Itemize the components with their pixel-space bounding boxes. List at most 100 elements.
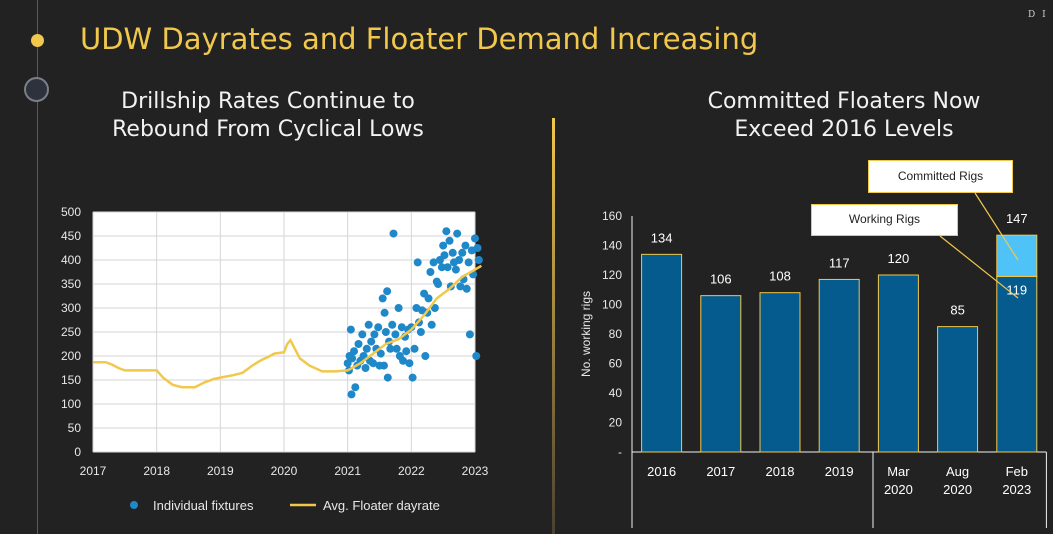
legend-fixtures-marker <box>130 501 138 509</box>
left-chart-subtitle: Drillship Rates Continue to Rebound From… <box>68 88 468 144</box>
working-rigs-callout: Working Rigs <box>811 204 958 236</box>
fixture-point <box>394 304 403 312</box>
fixture-point <box>370 330 379 339</box>
bar-category-label: 2016 <box>647 464 676 479</box>
working-rigs-bar <box>937 326 979 453</box>
y-tick-label: 350 <box>61 277 81 291</box>
bar-y-tick-label: 140 <box>602 239 622 253</box>
fixture-point <box>421 352 430 360</box>
fixture-point <box>461 241 470 250</box>
fixture-point <box>471 234 479 243</box>
fixture-point <box>439 241 448 250</box>
right-chart-subtitle: Committed Floaters Now Exceed 2016 Level… <box>644 88 1044 144</box>
right-subtitle-line1: Committed Floaters Now <box>707 89 981 114</box>
bar-y-axis-title: No. working rigs <box>579 291 593 377</box>
fixture-point <box>378 294 387 303</box>
fixture-point <box>472 352 481 360</box>
fixture-point <box>473 244 482 252</box>
fixture-point <box>416 328 425 336</box>
bar-value-label: 119 <box>1006 282 1027 297</box>
fixture-point <box>408 373 417 382</box>
fixture-point <box>347 390 356 399</box>
fixture-point <box>389 229 398 238</box>
fixture-point <box>391 330 400 339</box>
bar-category-label: Aug <box>946 464 969 479</box>
bar-value-label: 117 <box>829 255 850 270</box>
fixture-point <box>399 356 408 365</box>
y-tick-label: 50 <box>68 421 82 435</box>
bar-y-tick-label: 120 <box>602 268 622 282</box>
fixture-point <box>407 323 416 332</box>
bar-y-tick-label: 160 <box>602 209 622 223</box>
company-logo: D I <box>1028 10 1048 20</box>
x-tick-label: 2023 <box>462 464 489 478</box>
x-tick-label: 2019 <box>207 464 234 478</box>
working-rigs-bar <box>700 295 742 453</box>
fixture-point <box>388 320 397 329</box>
panel-divider <box>552 118 555 534</box>
y-tick-label: 100 <box>61 397 81 411</box>
y-tick-label: 400 <box>61 253 81 267</box>
fixture-point <box>413 258 422 267</box>
fixture-point <box>381 328 390 336</box>
bar-value-label: 108 <box>769 269 791 284</box>
fixture-point <box>361 364 370 372</box>
y-tick-label: 500 <box>61 205 81 219</box>
working-callout-connector <box>939 235 1019 299</box>
fixture-point <box>430 304 439 312</box>
bar-y-tick-label: 20 <box>609 416 623 430</box>
bar-category-label: 2020 <box>884 482 913 497</box>
fixture-point <box>427 320 436 329</box>
fixture-point <box>465 330 474 339</box>
x-tick-label: 2018 <box>143 464 170 478</box>
fixture-point <box>429 258 438 267</box>
bar-total-label: 147 <box>1006 211 1028 226</box>
fixture-point <box>367 337 376 346</box>
bar-value-label: 134 <box>651 230 673 245</box>
legend-fixtures-label: Individual fixtures <box>153 498 254 513</box>
bar-category-label: 2017 <box>706 464 735 479</box>
fixture-point <box>358 330 367 339</box>
fixture-point <box>379 361 388 370</box>
y-tick-label: 250 <box>61 325 81 339</box>
fixture-point <box>362 344 371 353</box>
committed-callout-connector <box>974 192 1019 261</box>
fixture-point <box>369 359 378 368</box>
fixture-point <box>440 251 449 260</box>
bar-category-label: 2018 <box>766 464 795 479</box>
y-tick-label: 450 <box>61 229 81 243</box>
fixture-point <box>354 340 363 348</box>
committed-rigs-bar <box>996 234 1038 277</box>
bar-category-label: Mar <box>887 464 910 479</box>
committed-rigs-callout: Committed Rigs <box>868 160 1013 193</box>
bar-y-tick-label: 60 <box>609 357 623 371</box>
fixture-point <box>374 323 383 332</box>
fixture-point <box>392 344 401 353</box>
left-subtitle-line2: Rebound From Cyclical Lows <box>112 117 424 142</box>
fixture-point <box>442 227 451 236</box>
fixture-point <box>474 256 483 264</box>
fixture-point <box>350 347 359 356</box>
bar-value-label: 120 <box>888 251 910 266</box>
right-subtitle-line2: Exceed 2016 Levels <box>734 117 954 142</box>
bar-value-label: 106 <box>710 272 732 287</box>
fixture-point <box>455 256 464 264</box>
fixture-point <box>346 325 355 334</box>
fixture-point <box>434 280 443 288</box>
left-subtitle-line1: Drillship Rates Continue to <box>121 89 415 114</box>
dayrate-scatter-chart: 0 50 100 150 200 250 300 350 400 450 500 2017 2018 20… <box>61 205 489 513</box>
bar-y-tick-label: - <box>618 445 622 459</box>
fixture-point <box>383 287 392 296</box>
timeline-line <box>37 0 38 534</box>
bar-y-tick-label: 100 <box>602 298 622 312</box>
fixture-point <box>410 344 419 353</box>
y-tick-label: 200 <box>61 349 81 363</box>
fixture-point <box>426 268 435 276</box>
fixture-point <box>443 263 452 272</box>
timeline-node-icon <box>24 77 49 102</box>
working-rigs-bar <box>996 275 1038 453</box>
fixture-point <box>456 282 465 291</box>
fixture-point <box>437 263 446 272</box>
y-tick-label: 0 <box>74 445 81 459</box>
